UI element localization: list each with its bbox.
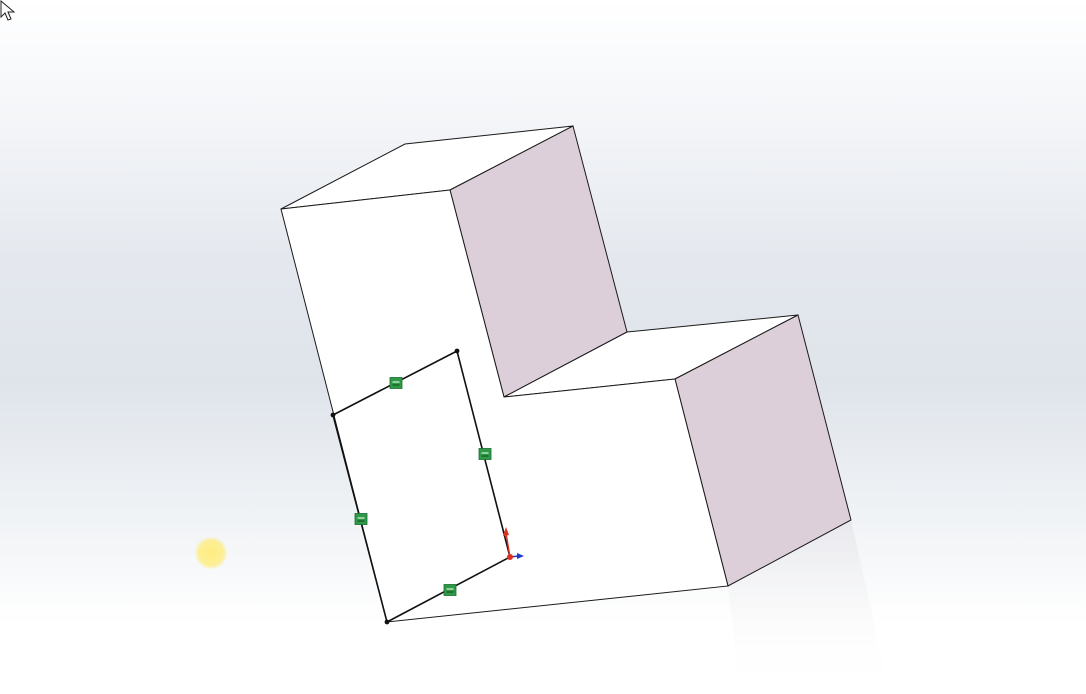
floor-shadow: [728, 520, 890, 694]
relation-marker[interactable]: [354, 513, 368, 525]
relation-marker[interactable]: [389, 377, 403, 389]
sketch-vertex[interactable]: [330, 412, 336, 418]
sketch-origin-icon[interactable]: [503, 527, 524, 560]
arrow-cursor-icon: [0, 0, 16, 21]
sketch-vertex[interactable]: [454, 348, 460, 354]
cursor-highlight: [195, 537, 227, 569]
relation-marker[interactable]: [443, 584, 457, 596]
sketch-vertex[interactable]: [384, 619, 390, 625]
relation-marker[interactable]: [478, 448, 492, 460]
